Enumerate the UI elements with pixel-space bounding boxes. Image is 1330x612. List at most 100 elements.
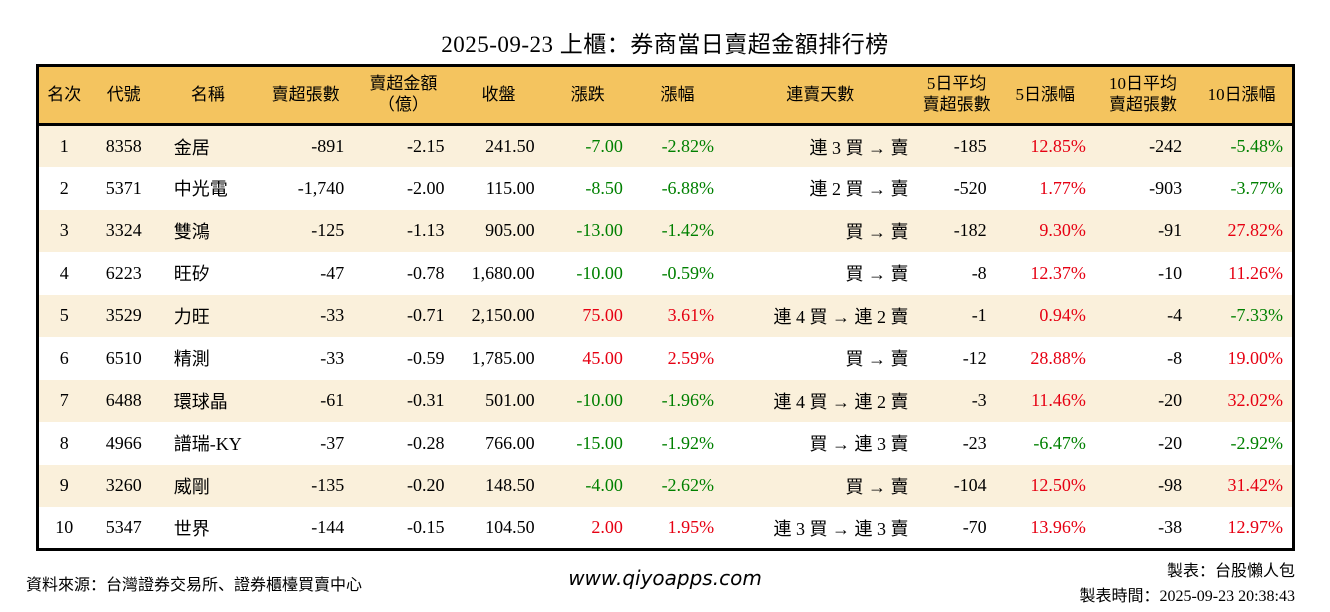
cell-change: -7.00 — [585, 136, 623, 156]
cell-5day-avg-net-sell: -23 — [962, 432, 987, 453]
cell-10day-avg-net-sell: -20 — [1158, 432, 1183, 453]
cell-consecutive-sell-days: 連 4 買 → 連 2 賣 — [773, 391, 909, 412]
cell-net-sell-amount: -0.15 — [406, 517, 445, 537]
cell-consecutive-sell-days: 買 → 連 3 賣 — [809, 434, 909, 455]
cell-rank: 5 — [59, 305, 69, 326]
cell-change-percent: -2.82% — [661, 136, 715, 156]
cell-5day-change-percent: -6.47% — [1033, 432, 1086, 453]
cell-10day-change-percent: -7.33% — [1230, 305, 1284, 326]
cell-net-sell-amount: -0.28 — [406, 432, 445, 453]
header-net-sell-amount-line2: （億） — [377, 95, 429, 114]
cell-change-percent: -1.42% — [661, 220, 715, 241]
cell-stock-name: 譜瑞-KY — [173, 434, 242, 455]
cell-stock-code: 6488 — [105, 390, 142, 411]
header-net-sell-volume: 賣超張數 — [258, 65, 354, 126]
cell-stock-code: 5347 — [105, 517, 142, 537]
cell-net-sell-volume: -33 — [320, 305, 345, 326]
cell-stock-name: 旺矽 — [173, 264, 210, 285]
cell-net-sell-amount: -0.20 — [406, 475, 445, 496]
cell-10day-change-percent: 27.82% — [1227, 220, 1284, 241]
cell-net-sell-amount: -0.71 — [406, 305, 445, 326]
cell-5day-change-percent: 11.46% — [1031, 390, 1086, 411]
cell-net-sell-amount: -0.31 — [406, 390, 445, 411]
cell-change-percent: 3.61% — [667, 305, 715, 326]
cell-10day-change-percent: -2.92% — [1230, 432, 1284, 453]
cell-net-sell-amount: -0.59 — [406, 347, 445, 368]
cell-consecutive-sell-days: 連 3 買 → 連 3 賣 — [773, 518, 909, 539]
cell-consecutive-sell-days: 連 4 買 → 連 2 賣 — [773, 306, 909, 327]
cell-net-sell-volume: -37 — [320, 432, 345, 453]
cell-net-sell-amount: -0.78 — [406, 262, 445, 283]
header-10day-change-percent: 10日漲幅 — [1191, 65, 1294, 126]
cell-change: -10.00 — [576, 390, 623, 411]
cell-5day-avg-net-sell: -1 — [971, 305, 987, 326]
cell-close: 1,680.00 — [471, 262, 535, 283]
header-close: 收盤 — [453, 65, 544, 126]
header-change: 漲跌 — [543, 65, 632, 126]
table-row: 10 5347 世界 -144 -0.15 104.50 2.00 1.95% … — [37, 507, 1294, 550]
cell-net-sell-volume: -891 — [311, 136, 345, 156]
cell-stock-code: 3324 — [105, 220, 142, 241]
cell-rank: 4 — [59, 262, 69, 283]
cell-stock-code: 3529 — [105, 305, 142, 326]
cell-close: 905.00 — [485, 220, 535, 241]
cell-change: -15.00 — [576, 432, 623, 453]
header-row: 名次 代號 名稱 賣超張數 賣超金額 （億） 收盤 漲跌 漲幅 連賣天數 5日平均… — [37, 65, 1294, 126]
header-code: 代號 — [89, 65, 158, 126]
cell-consecutive-sell-days: 買 → 賣 — [845, 349, 909, 370]
cell-5day-avg-net-sell: -12 — [962, 347, 987, 368]
table-body: 1 8358 金居 -891 -2.15 241.50 -7.00 -2.82%… — [37, 124, 1294, 550]
cell-5day-avg-net-sell: -185 — [953, 136, 987, 156]
author-credit: 製表：台股懶人包 — [1166, 563, 1295, 580]
cell-10day-change-percent: 12.97% — [1227, 517, 1284, 537]
cell-5day-change-percent: 28.88% — [1030, 347, 1086, 368]
header-10day-avg-net-sell: 10日平均 賣超張數 — [1094, 65, 1192, 126]
ranking-table: 名次 代號 名稱 賣超張數 賣超金額 （億） 收盤 漲跌 漲幅 連賣天數 5日平均… — [36, 64, 1295, 551]
table-row: 2 5371 中光電 -1,740 -2.00 115.00 -8.50 -6.… — [37, 167, 1294, 210]
cell-10day-avg-net-sell: -38 — [1158, 517, 1183, 537]
cell-change-percent: -0.59% — [661, 262, 715, 283]
cell-10day-change-percent: 11.26% — [1228, 262, 1283, 283]
cell-5day-change-percent: 12.85% — [1030, 136, 1086, 156]
cell-stock-name: 中光電 — [173, 179, 228, 200]
cell-change-percent: -1.96% — [661, 390, 715, 411]
cell-stock-name: 金居 — [173, 137, 210, 158]
cell-10day-avg-net-sell: -8 — [1167, 347, 1183, 368]
cell-change: 75.00 — [582, 305, 623, 326]
cell-consecutive-sell-days: 買 → 賣 — [845, 476, 909, 497]
cell-10day-change-percent: 32.02% — [1227, 390, 1284, 411]
cell-10day-avg-net-sell: -98 — [1158, 475, 1183, 496]
header-5day-avg-net-sell: 5日平均 賣超張數 — [917, 65, 996, 126]
table-row: 3 3324 雙鴻 -125 -1.13 905.00 -13.00 -1.42… — [37, 209, 1294, 252]
cell-stock-name: 精測 — [173, 349, 210, 370]
cell-5day-avg-net-sell: -182 — [953, 220, 987, 241]
cell-5day-avg-net-sell: -70 — [962, 517, 987, 537]
header-consecutive-sell-days: 連賣天數 — [723, 65, 918, 126]
credit-block: 製表：台股懶人包 製表時間：2025-09-23 20:38:43 — [1079, 559, 1295, 609]
cell-10day-change-percent: 19.00% — [1227, 347, 1284, 368]
table-row: 6 6510 精測 -33 -0.59 1,785.00 45.00 2.59%… — [37, 337, 1294, 380]
cell-stock-code: 6223 — [105, 262, 142, 283]
cell-change-percent: -2.62% — [661, 475, 715, 496]
cell-5day-change-percent: 13.96% — [1030, 517, 1086, 537]
cell-5day-change-percent: 12.37% — [1030, 262, 1086, 283]
cell-change: -13.00 — [576, 220, 623, 241]
cell-rank: 9 — [59, 475, 69, 496]
cell-5day-change-percent: 9.30% — [1039, 220, 1086, 241]
cell-5day-change-percent: 1.77% — [1039, 177, 1086, 198]
cell-rank: 10 — [55, 517, 74, 537]
cell-10day-change-percent: 31.42% — [1227, 475, 1284, 496]
header-10day-avg-line1: 10日平均 — [1109, 74, 1178, 94]
cell-rank: 1 — [59, 136, 69, 156]
table-row: 7 6488 環球晶 -61 -0.31 501.00 -10.00 -1.96… — [37, 379, 1294, 422]
header-rank: 名次 — [37, 65, 90, 126]
header-5day-change-percent: 5日漲幅 — [995, 65, 1095, 126]
cell-net-sell-volume: -33 — [320, 347, 345, 368]
website-url: www.qiyoapps.com — [568, 566, 762, 590]
cell-close: 241.50 — [485, 136, 535, 156]
header-net-sell-amount-line1: 賣超金額 — [369, 74, 438, 94]
cell-change: -4.00 — [585, 475, 623, 496]
cell-10day-change-percent: -3.77% — [1230, 177, 1284, 198]
cell-net-sell-volume: -47 — [320, 262, 345, 283]
cell-consecutive-sell-days: 連 2 買 → 賣 — [809, 179, 909, 200]
